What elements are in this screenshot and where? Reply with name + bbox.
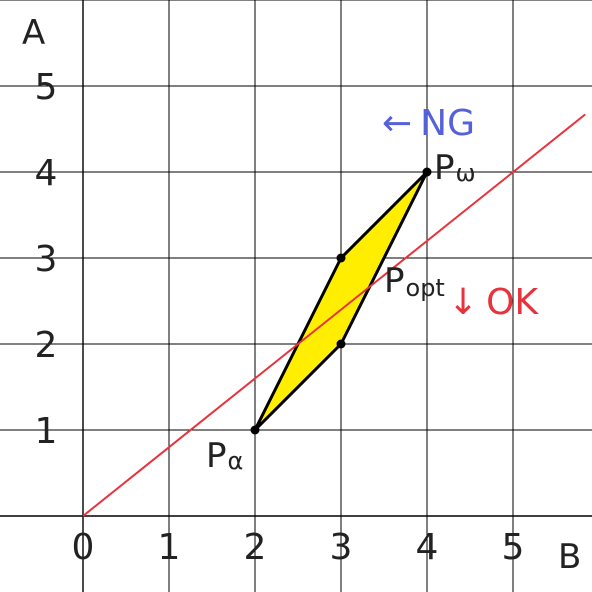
vertex-points-layer [250,167,432,435]
p-opt-label: Popt [384,261,445,302]
x-tick-label: 4 [416,527,439,568]
objective-line-layer [82,113,586,517]
p-opt-subscript: opt [406,274,445,302]
vertex-point-3 [422,167,432,177]
x-tick-label: 2 [244,527,267,568]
p-omega-label: Pω [434,148,476,188]
y-tick-label: 3 [35,239,58,280]
objective-line [82,113,586,517]
x-tick-label: 0 [72,527,95,568]
y-tick-label: 1 [35,411,58,452]
p-alpha-subscript: α [228,447,244,475]
ng-arrow-icon: ← [382,103,412,144]
ok-arrow-icon: ↓ [448,282,478,323]
tick-labels-layer: 0 1 2 3 4 5 1 2 3 4 5 [35,67,525,568]
vertex-point-2 [336,253,346,263]
ng-text: NG [420,103,475,144]
y-axis-label: A [22,13,45,53]
vertex-point-0 [250,425,260,435]
p-omega-subscript: ω [456,159,476,187]
x-tick-label: 5 [502,527,525,568]
ok-text: OK [486,282,539,323]
y-tick-label: 4 [35,153,58,194]
vertex-point-1 [336,339,346,349]
p-opt-letter: P [384,261,405,301]
p-alpha-letter: P [206,436,227,476]
p-omega-letter: P [434,148,455,188]
x-axis-label: B [558,537,581,577]
y-tick-label: 5 [35,67,58,108]
x-tick-label: 1 [158,527,181,568]
p-alpha-label: Pα [206,436,243,476]
ng-annotation: ← NG [382,103,475,144]
y-tick-label: 2 [35,325,58,366]
x-tick-label: 3 [330,527,353,568]
ok-annotation: ↓ OK [448,282,540,323]
